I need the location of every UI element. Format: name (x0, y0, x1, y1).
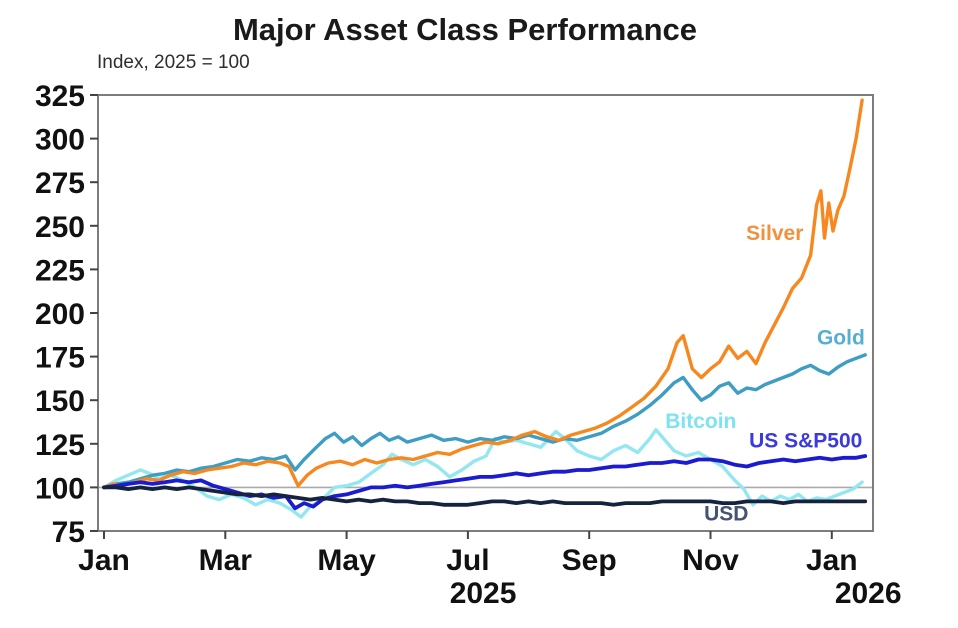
series-line-silver (102, 98, 864, 490)
y-tick-label-200: 200 (35, 298, 85, 331)
year-label-2026: 2026 (835, 577, 902, 610)
x-tick-label-sep-8: Sep (562, 544, 617, 577)
series-line-gold (102, 353, 867, 490)
series-label-sp500: US S&P500 (749, 429, 862, 452)
series-label-gold: Gold (817, 326, 865, 349)
x-tick-label-nov-10: Nov (682, 544, 739, 577)
x-tick-label-jan-12: Jan (806, 544, 858, 577)
y-tick-label-325: 325 (35, 80, 85, 113)
x-tick-label-may-4: May (317, 544, 376, 577)
y-tick-label-300: 300 (35, 124, 85, 157)
y-tick-label-125: 125 (35, 429, 85, 462)
series-label-usd: USD (704, 503, 748, 526)
year-label-2025: 2025 (450, 577, 517, 610)
series-line-usd (102, 485, 868, 507)
y-tick-label-225: 225 (35, 254, 85, 287)
x-tick-label-jan-0: Jan (78, 544, 130, 577)
series-label-silver: Silver (746, 222, 803, 245)
x-tick-label-jul-6: Jul (446, 544, 489, 577)
y-tick-label-150: 150 (35, 385, 85, 418)
y-tick-label-250: 250 (35, 211, 85, 244)
series-label-bitcoin: Bitcoin (665, 410, 736, 433)
y-tick-label-75: 75 (52, 516, 85, 549)
chart-subtitle: Index, 2025 = 100 (97, 52, 250, 73)
chart-title: Major Asset Class Performance (232, 12, 698, 47)
y-tick-label-175: 175 (35, 342, 85, 375)
series-line-sp500 (102, 454, 868, 511)
y-tick-label-100: 100 (35, 472, 85, 505)
y-tick-label-275: 275 (35, 167, 85, 200)
x-tick-label-mar-2: Mar (199, 544, 253, 577)
